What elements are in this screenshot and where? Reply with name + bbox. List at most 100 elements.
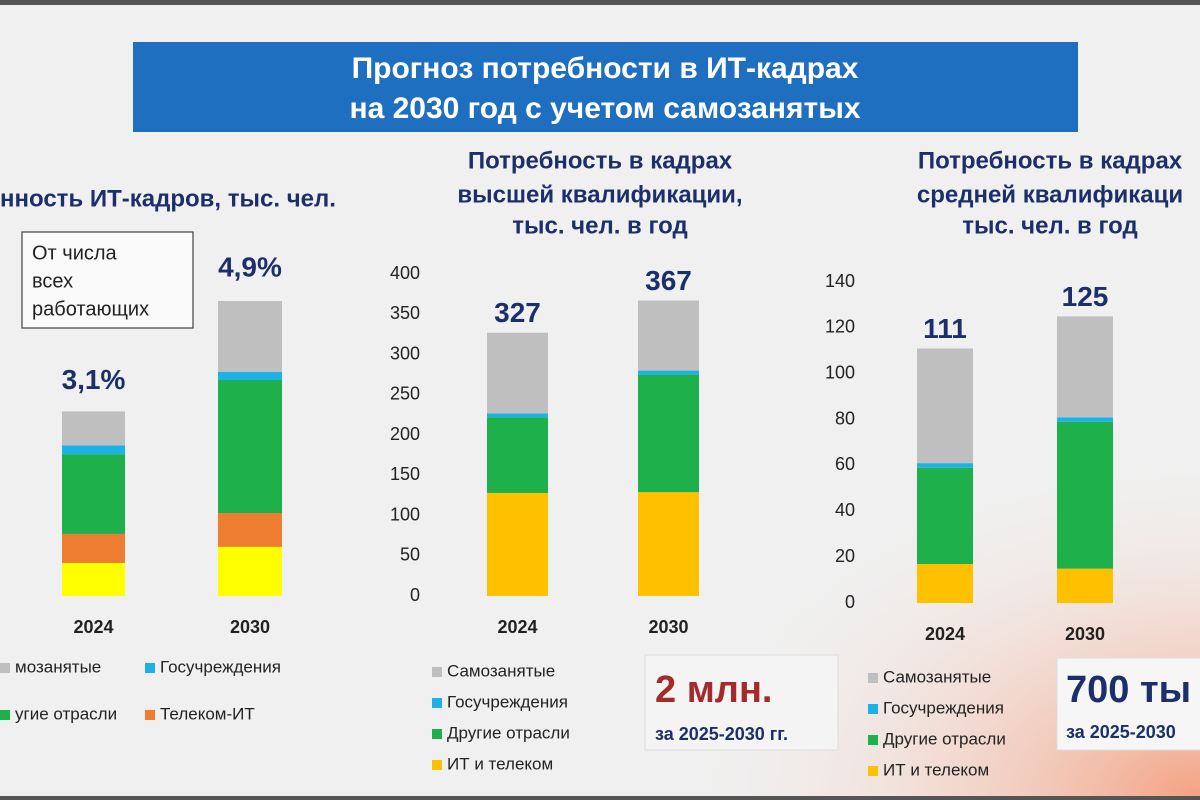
bar-segment [917, 348, 973, 464]
bar-segment [62, 533, 125, 563]
legend-swatch [0, 663, 10, 673]
legend-swatch [432, 667, 442, 677]
y-tick-label: 100 [825, 362, 855, 382]
y-tick-label: 300 [390, 343, 420, 363]
bar-segment [638, 300, 699, 371]
legend-swatch [868, 673, 878, 683]
total-label: 125 [1062, 281, 1109, 312]
bar-segment [917, 467, 973, 565]
bar-segment [1057, 568, 1113, 603]
y-tick-label: 350 [390, 303, 420, 323]
y-tick-label: 40 [835, 500, 855, 520]
bar-segment [218, 546, 282, 596]
total-label: 111 [923, 313, 967, 344]
legend-label: Госучреждения [883, 698, 1004, 717]
legend-label: ИТ и телеком [447, 754, 553, 773]
total-label: 367 [645, 265, 692, 296]
y-tick-label: 140 [825, 271, 855, 291]
bar-segment [62, 445, 125, 455]
chart-title: Потребность в кадрах [468, 147, 733, 174]
y-tick-label: 20 [835, 546, 855, 566]
legend-swatch [868, 735, 878, 745]
legend-label: Телеком-ИТ [160, 704, 255, 723]
legend-label: мозанятые [15, 657, 101, 676]
y-tick-label: 100 [390, 504, 420, 524]
chart-title: средней квалификаци [917, 181, 1183, 208]
legend-label: Самозанятые [447, 661, 555, 680]
callout-box [644, 654, 839, 751]
y-tick-label: 120 [825, 317, 855, 337]
x-tick-label: 2024 [925, 624, 965, 644]
x-tick-label: 2030 [648, 617, 688, 637]
y-tick-label: 60 [835, 454, 855, 474]
y-tick-label: 50 [400, 545, 420, 565]
chart-title: тыс. чел. в год [962, 212, 1137, 239]
chart-title: высшей квалификации, [457, 181, 742, 208]
bar-segment [487, 417, 548, 493]
bar-segment [638, 492, 699, 596]
y-tick-label: 400 [390, 263, 420, 283]
total-label: 327 [494, 297, 541, 328]
bottom-border [0, 796, 1200, 800]
bar-segment [62, 562, 125, 596]
slide-title: Прогноз потребности в ИТ-кадрах [352, 52, 859, 85]
y-tick-label: 150 [390, 464, 420, 484]
bar-segment [1057, 417, 1113, 422]
bar-segment [638, 370, 699, 375]
legend-label: Госучреждения [160, 657, 281, 676]
y-tick-label: 250 [390, 384, 420, 404]
x-tick-label: 2030 [230, 617, 270, 637]
chart-title: нность ИТ-кадров, тыс. чел. [0, 185, 336, 212]
callout-text: за 2025-2030 [1066, 722, 1176, 742]
y-tick-label: 0 [410, 585, 420, 605]
legend-swatch [432, 729, 442, 739]
legend-swatch [145, 710, 155, 720]
legend-label: Другие отрасли [883, 729, 1006, 748]
bar-segment [218, 379, 282, 513]
legend-label: ИТ и телеком [883, 760, 989, 779]
callout-box [1056, 657, 1200, 751]
y-tick-label: 200 [390, 424, 420, 444]
bar-segment [62, 411, 125, 446]
legend-label: Госучреждения [447, 692, 568, 711]
slide-title: на 2030 год с учетом самозанятых [349, 92, 860, 125]
top-border [0, 0, 1200, 5]
legend-swatch [432, 698, 442, 708]
bar-segment [218, 371, 282, 380]
chart-title: тыс. чел. в год [512, 212, 687, 239]
note-text: работающих [32, 298, 149, 320]
bar-segment [218, 512, 282, 547]
legend-swatch [145, 663, 155, 673]
legend-swatch [868, 766, 878, 776]
legend-label: угие отрасли [15, 704, 117, 723]
x-tick-label: 2030 [1065, 624, 1105, 644]
bar-segment [62, 454, 125, 534]
callout-text: 2 млн. [655, 669, 772, 711]
y-tick-label: 80 [835, 408, 855, 428]
bar-segment [1057, 421, 1113, 569]
legend-swatch [868, 704, 878, 714]
callout-text: за 2025-2030 гг. [655, 724, 788, 744]
bar-segment [917, 463, 973, 468]
chart-title: Потребность в кадрах [918, 147, 1183, 174]
legend-label: Самозанятые [883, 667, 991, 686]
callout-text: 700 ты [1066, 669, 1191, 711]
bar-segment [218, 301, 282, 372]
bar-segment [487, 332, 548, 414]
y-tick-label: 0 [845, 592, 855, 612]
x-tick-label: 2024 [73, 617, 113, 637]
bar-segment [917, 564, 973, 603]
bar-segment [1057, 316, 1113, 418]
legend-swatch [432, 760, 442, 770]
bar-segment [638, 374, 699, 493]
note-text: всех [32, 270, 73, 292]
share-label: 4,9% [218, 251, 282, 282]
bar-segment [487, 492, 548, 596]
bar-segment [487, 413, 548, 418]
share-label: 3,1% [62, 364, 126, 395]
note-box [21, 231, 194, 329]
title-banner [133, 42, 1078, 132]
